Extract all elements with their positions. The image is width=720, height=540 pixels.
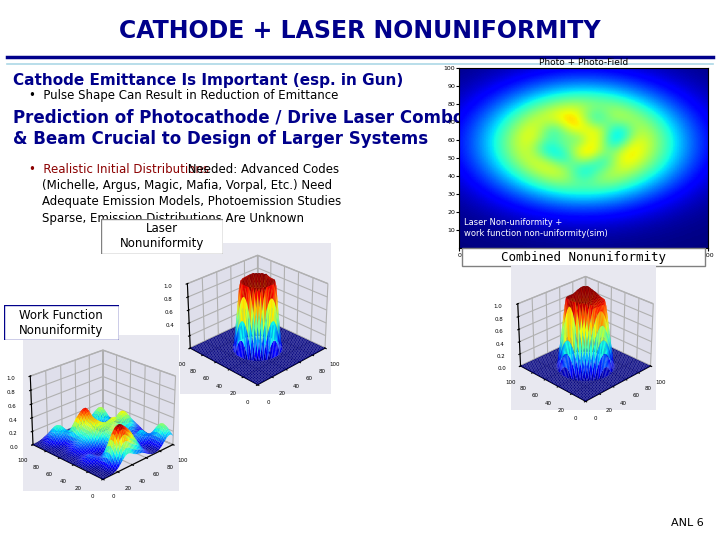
Text: ANL 6: ANL 6	[672, 518, 704, 528]
Text: CATHODE + LASER NONUNIFORMITY: CATHODE + LASER NONUNIFORMITY	[120, 19, 600, 43]
Text: •  Realistic Initial Distributions: • Realistic Initial Distributions	[29, 163, 209, 176]
Text: Sparse, Emission Distributions Are Unknown: Sparse, Emission Distributions Are Unkno…	[42, 212, 304, 225]
Text: Laser
Nonuniformity: Laser Nonuniformity	[120, 222, 204, 250]
Text: (Michelle, Argus, Magic, Mafia, Vorpal, Etc.) Need: (Michelle, Argus, Magic, Mafia, Vorpal, …	[42, 179, 332, 192]
Text: Combined Nonuniformity: Combined Nonuniformity	[501, 251, 666, 264]
Title: Photo + Photo-Field: Photo + Photo-Field	[539, 58, 628, 67]
Text: Work Function
Nonuniformity: Work Function Nonuniformity	[19, 309, 104, 336]
Text: Adequate Emission Models, Photoemission Studies: Adequate Emission Models, Photoemission …	[42, 195, 341, 208]
Text: Cathode Emittance Is Important (esp. in Gun): Cathode Emittance Is Important (esp. in …	[13, 73, 403, 88]
Text: Laser Non-uniformity +
work function non-uniformity(sim): Laser Non-uniformity + work function non…	[464, 218, 608, 238]
Text: Needed: Advanced Codes: Needed: Advanced Codes	[184, 163, 338, 176]
Text: Prediction of Photocathode / Drive Laser Combos
& Beam Crucial to Design of Larg: Prediction of Photocathode / Drive Laser…	[13, 108, 474, 147]
Text: •  Pulse Shape Can Result in Reduction of Emittance: • Pulse Shape Can Result in Reduction of…	[29, 89, 338, 102]
